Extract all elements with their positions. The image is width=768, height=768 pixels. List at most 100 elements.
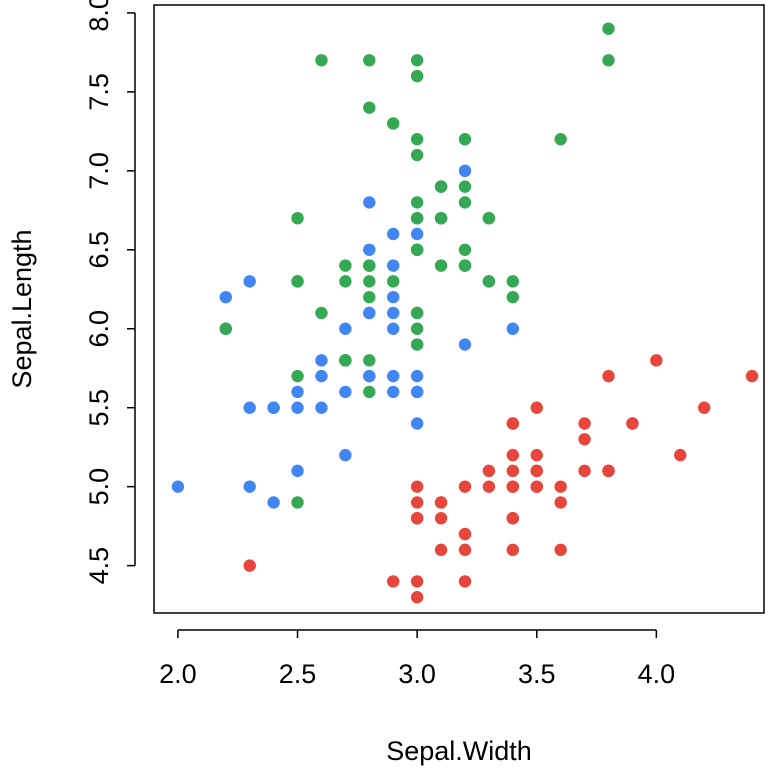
data-point bbox=[363, 306, 376, 320]
data-point bbox=[410, 496, 424, 509]
data-point bbox=[410, 227, 424, 241]
data-point bbox=[363, 275, 376, 288]
y-axis-title: Sepal.Length bbox=[7, 229, 37, 388]
data-point bbox=[363, 54, 376, 67]
data-point bbox=[458, 575, 472, 588]
data-point bbox=[458, 133, 472, 146]
data-point bbox=[410, 512, 424, 525]
data-point bbox=[506, 322, 520, 335]
data-point bbox=[387, 322, 400, 335]
data-point bbox=[387, 369, 400, 383]
data-point bbox=[387, 306, 400, 320]
data-point bbox=[506, 464, 520, 478]
x-tick-label: 2.5 bbox=[279, 659, 317, 689]
data-point bbox=[410, 69, 424, 83]
data-point bbox=[482, 480, 496, 493]
data-point bbox=[482, 464, 496, 478]
x-tick-label: 3.5 bbox=[518, 659, 556, 689]
y-tick-label: 5.5 bbox=[84, 389, 114, 427]
data-point bbox=[674, 448, 687, 462]
x-axis-title: Sepal.Width bbox=[386, 736, 532, 766]
data-point bbox=[482, 275, 496, 288]
data-point bbox=[458, 543, 472, 557]
data-point bbox=[434, 211, 448, 225]
data-point bbox=[554, 543, 567, 557]
y-tick-label: 4.5 bbox=[84, 547, 114, 585]
y-axis: 4.5 5.0 5.5 6.0 6.5 7.0 7.5 8.0 bbox=[84, 0, 136, 585]
x-tick-label: 4.0 bbox=[638, 659, 676, 689]
data-point bbox=[554, 496, 567, 509]
data-point bbox=[650, 354, 663, 367]
data-point bbox=[267, 496, 280, 509]
data-point bbox=[339, 448, 352, 462]
data-point bbox=[554, 480, 567, 493]
data-point bbox=[410, 385, 424, 399]
data-point bbox=[458, 480, 472, 493]
data-point bbox=[387, 259, 400, 272]
x-tick-label: 2.0 bbox=[159, 659, 197, 689]
data-point bbox=[410, 338, 424, 351]
data-point bbox=[410, 243, 424, 256]
data-point bbox=[171, 480, 185, 493]
data-point bbox=[363, 385, 376, 399]
data-point bbox=[339, 259, 352, 272]
data-point bbox=[410, 196, 424, 209]
data-point bbox=[410, 417, 424, 430]
data-point bbox=[554, 133, 567, 146]
data-point bbox=[315, 54, 328, 67]
data-point bbox=[315, 401, 328, 414]
data-point bbox=[363, 354, 376, 367]
data-point bbox=[243, 275, 256, 288]
data-point bbox=[387, 275, 400, 288]
x-axis: 2.0 2.5 3.0 3.5 4.0 bbox=[159, 629, 676, 689]
data-point bbox=[530, 401, 543, 414]
data-point bbox=[410, 133, 424, 146]
data-point bbox=[387, 227, 400, 241]
y-tick-label: 6.5 bbox=[84, 231, 114, 269]
data-point bbox=[339, 354, 352, 367]
data-point bbox=[458, 338, 472, 351]
data-point bbox=[387, 117, 400, 130]
data-point bbox=[410, 211, 424, 225]
data-point bbox=[267, 401, 280, 414]
data-point bbox=[410, 480, 424, 493]
y-tick-label: 7.0 bbox=[84, 152, 114, 190]
data-point bbox=[363, 243, 376, 256]
data-point bbox=[291, 211, 304, 225]
data-point bbox=[530, 480, 543, 493]
y-tick-label: 5.0 bbox=[84, 468, 114, 506]
data-point bbox=[291, 275, 304, 288]
data-point bbox=[410, 591, 424, 604]
data-point bbox=[482, 211, 496, 225]
y-tick-label: 8.0 bbox=[84, 0, 114, 32]
data-point bbox=[387, 385, 400, 399]
data-point bbox=[506, 480, 520, 493]
data-point bbox=[363, 290, 376, 304]
data-point bbox=[506, 275, 520, 288]
data-point bbox=[434, 512, 448, 525]
data-point bbox=[602, 22, 615, 35]
data-point bbox=[434, 496, 448, 509]
data-point bbox=[506, 448, 520, 462]
data-point bbox=[291, 496, 304, 509]
data-point bbox=[458, 243, 472, 256]
data-point bbox=[219, 290, 232, 304]
data-point bbox=[434, 180, 448, 193]
data-point bbox=[506, 290, 520, 304]
data-point bbox=[530, 448, 543, 462]
data-point bbox=[410, 575, 424, 588]
data-point bbox=[578, 433, 591, 446]
data-point bbox=[339, 322, 352, 335]
data-point bbox=[387, 290, 400, 304]
data-point bbox=[243, 559, 256, 572]
data-point bbox=[602, 54, 615, 67]
data-point bbox=[530, 464, 543, 478]
data-point bbox=[219, 322, 232, 335]
data-point bbox=[363, 101, 376, 114]
data-point bbox=[291, 369, 304, 383]
data-points bbox=[171, 22, 759, 604]
data-point bbox=[626, 417, 639, 430]
data-point bbox=[291, 464, 304, 478]
data-point bbox=[291, 385, 304, 399]
